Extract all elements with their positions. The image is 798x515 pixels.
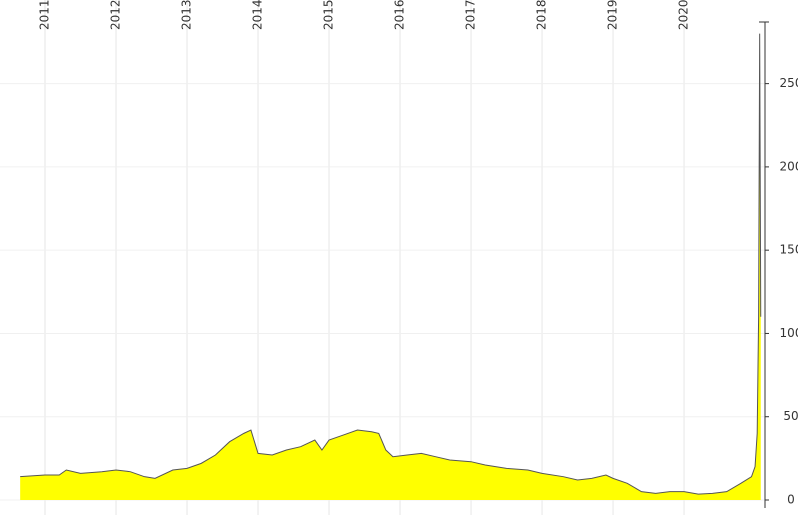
y-tick-label: 100: [780, 326, 798, 340]
x-tick-label: 2011: [38, 0, 52, 30]
x-tick-label: 2019: [606, 0, 620, 30]
y-tick-label: 150: [780, 243, 798, 257]
x-tick-label: 2015: [322, 0, 336, 30]
price-line: [20, 33, 762, 495]
x-tick-label: 2018: [535, 0, 549, 30]
area: [20, 33, 761, 500]
x-tick-label: 2012: [109, 0, 123, 30]
x-tick-label: 2020: [677, 0, 691, 30]
x-tick-label: 2013: [180, 0, 194, 30]
x-tick-label: 2017: [464, 0, 478, 30]
y-tick-label: 50: [783, 409, 798, 423]
y-tick-label: 0: [787, 493, 795, 507]
x-tick-label: 2014: [251, 0, 265, 30]
y-tick-label: 250: [780, 76, 798, 90]
x-tick-label: 2016: [393, 0, 407, 30]
y-tick-label: 200: [780, 159, 798, 173]
